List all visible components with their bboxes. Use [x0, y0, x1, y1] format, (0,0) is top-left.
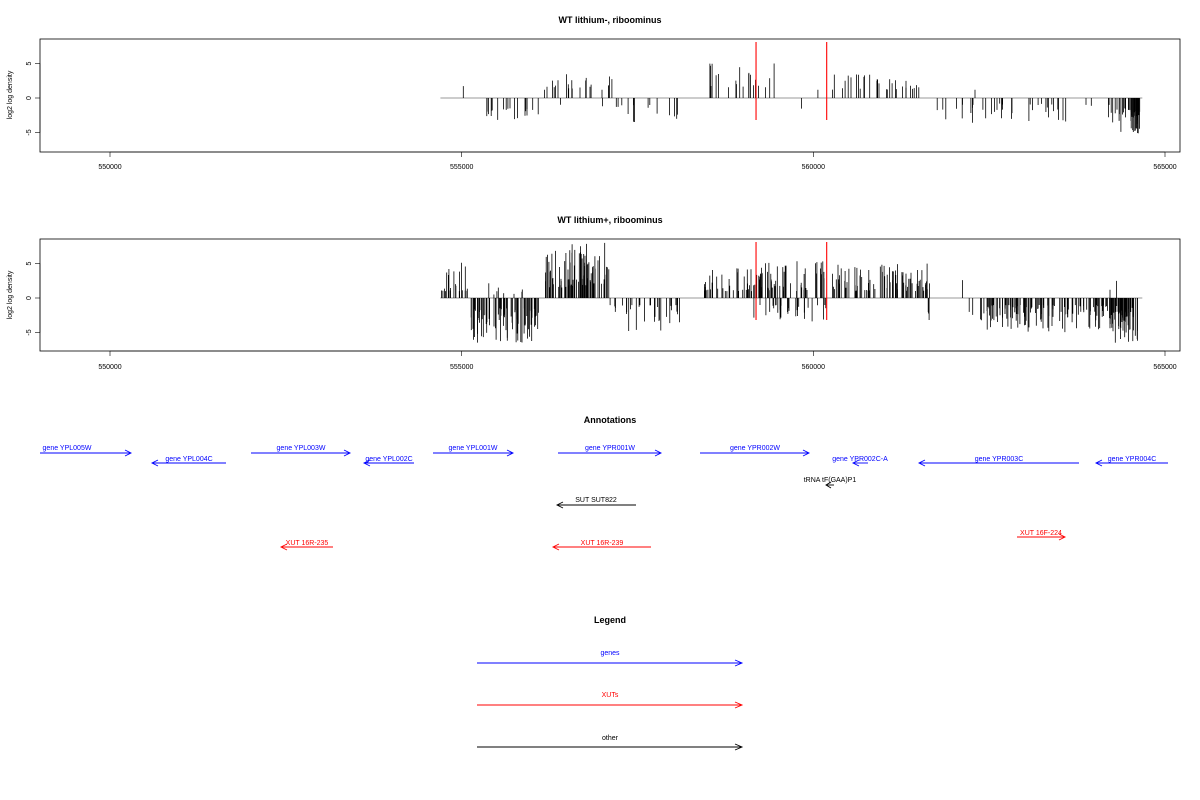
annotation-gene-ypl001w: gene YPL001W	[433, 445, 515, 457]
panel-1-plot-frame	[39, 38, 1181, 153]
legend-item-xuts: XUTs	[477, 692, 744, 709]
annotation-label-ypr003c: gene YPR003C	[975, 456, 1024, 463]
annotation-xut-16r-235: XUT 16R-235	[279, 540, 333, 551]
arrowhead-ypl002c	[362, 459, 371, 467]
panel-1-ytick-label-1: -5	[26, 129, 33, 135]
annotation-xut-16r-239: XUT 16R-239	[551, 540, 651, 551]
annotation-label-ypr002w: gene YPR002W	[730, 445, 780, 452]
annotation-sut-sut822: SUT SUT822	[555, 497, 636, 509]
arrowhead-ypl005w	[124, 449, 133, 457]
annotation-trna-tf-gaa-p1: tRNA tF(GAA)P1	[804, 477, 857, 489]
annotation-gene-ypl002c: gene YPL002C	[362, 456, 414, 467]
annotation-label-ypl005w: gene YPL005W	[43, 445, 92, 452]
panel-2-y-axis: -5 0 5	[26, 261, 41, 336]
legend: Legend genes XUTs other	[477, 615, 744, 751]
legend-title: Legend	[594, 615, 626, 625]
annotation-gene-ypr004c: gene YPR004C	[1094, 456, 1168, 467]
panel-lithium-minus: WT lithium-, riboominus log2 log density…	[7, 15, 1181, 171]
annotation-label-sut822: SUT SUT822	[575, 497, 617, 504]
panel-1-title: WT lithium-, riboominus	[559, 15, 662, 25]
legend-arrowhead-other	[734, 743, 744, 751]
arrowhead-ypr003c	[917, 459, 926, 467]
panel-1-xtick-label-2: 555000	[450, 164, 473, 171]
panel-2-xtick-label-2: 555000	[450, 364, 473, 371]
annotations-track: Annotations gene YPL005W gene YPL004C ge…	[40, 415, 1168, 551]
annotation-label-ypl002c: gene YPL002C	[365, 456, 412, 463]
annotation-label-ypl004c: gene YPL004C	[165, 456, 212, 463]
legend-label-xuts: XUTs	[602, 692, 619, 699]
annotation-gene-ypl003w: gene YPL003W	[251, 445, 352, 457]
legend-label-other: other	[602, 735, 619, 742]
panel-2-ytick-label-1: -5	[26, 329, 33, 335]
panel-2-plot-frame	[39, 238, 1181, 352]
panel-1-xtick-label-4: 565000	[1153, 164, 1176, 171]
arrowhead-xut-16r-239	[551, 543, 560, 551]
panel-2-markers	[755, 242, 828, 320]
annotation-xut-16f-224: XUT 16F-224	[1017, 530, 1067, 541]
panel-1-ytick-label-2: 0	[26, 96, 33, 100]
annotation-label-ypr004c: gene YPR004C	[1108, 456, 1157, 463]
panel-2-bars	[440, 242, 1143, 343]
annotation-gene-ypr002w: gene YPR002W	[700, 445, 811, 457]
panel-2-title: WT lithium+, riboominus	[557, 215, 662, 225]
panel-2-x-axis: 550000 555000 560000 565000	[98, 350, 1177, 371]
panel-2-ytick-label-2: 0	[26, 296, 33, 300]
annotation-gene-ypr001w: gene YPR001W	[558, 445, 663, 457]
arrowhead-xut-16r-235	[279, 543, 288, 551]
legend-item-other: other	[477, 735, 744, 751]
annotation-label-ypr001w: gene YPR001W	[585, 445, 635, 452]
legend-label-genes: genes	[600, 650, 620, 657]
annotation-gene-ypl005w: gene YPL005W	[40, 445, 133, 457]
panel-lithium-plus: WT lithium+, riboominus log2 log density…	[7, 215, 1181, 371]
annotation-label-ypl003w: gene YPL003W	[277, 445, 326, 452]
annotation-gene-ypl004c: gene YPL004C	[150, 456, 226, 467]
panel-1-y-axis: -5 0 5	[26, 61, 41, 136]
panel-2-ylabel: log2 log density	[7, 270, 14, 319]
panel-2-xtick-label-3: 560000	[802, 364, 825, 371]
panel-1-ylabel: log2 log density	[7, 70, 14, 119]
panel-1-bars	[440, 63, 1143, 134]
arrowhead-xut-16f-224	[1058, 533, 1067, 541]
annotation-label-ypl001w: gene YPL001W	[449, 445, 498, 452]
arrowhead-ypr002w	[802, 449, 811, 457]
arrowhead-ypr004c	[1094, 459, 1103, 467]
panel-2-xtick-label-4: 565000	[1153, 364, 1176, 371]
annotation-label-trna: tRNA tF(GAA)P1	[804, 477, 857, 484]
annotation-gene-ypr002c-a: gene YPR002C-A	[832, 456, 888, 467]
legend-arrowhead-genes	[734, 659, 744, 667]
panel-2-xtick-label-1: 550000	[98, 364, 121, 371]
annotation-label-xut-16r-239: XUT 16R-239	[581, 540, 624, 547]
annotation-gene-ypr003c: gene YPR003C	[917, 456, 1079, 467]
arrowhead-ypl003w	[343, 449, 352, 457]
panel-1-ytick-label-3: 5	[26, 61, 33, 65]
legend-arrowhead-xuts	[734, 701, 744, 709]
arrowhead-ypr002c-a	[851, 459, 860, 467]
arrowhead-sut822	[555, 501, 564, 509]
panel-1-xtick-label-1: 550000	[98, 164, 121, 171]
panel-1-markers	[755, 42, 828, 120]
annotations-title: Annotations	[584, 415, 637, 425]
arrowhead-trna	[825, 481, 832, 489]
panel-2-ytick-label-3: 5	[26, 261, 33, 265]
arrowhead-ypl001w	[506, 449, 515, 457]
arrowhead-ypr001w	[654, 449, 663, 457]
arrowhead-ypl004c	[150, 459, 159, 467]
legend-item-genes: genes	[477, 650, 744, 667]
panel-1-xtick-label-3: 560000	[802, 164, 825, 171]
annotation-label-ypr002c-a: gene YPR002C-A	[832, 456, 888, 463]
annotation-label-xut-16f-224: XUT 16F-224	[1020, 530, 1062, 537]
annotation-label-xut-16r-235: XUT 16R-235	[286, 540, 329, 547]
panel-1-x-axis: 550000 555000 560000 565000	[98, 151, 1177, 171]
